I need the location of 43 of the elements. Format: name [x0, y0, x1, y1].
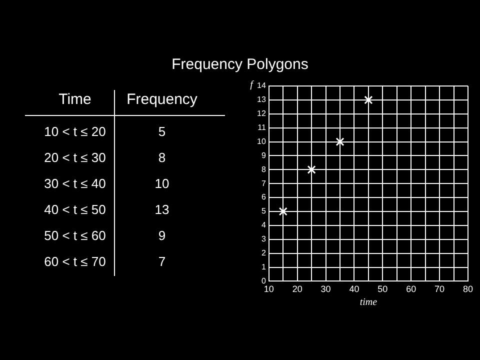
- text: 10: [154, 176, 170, 191]
- y-axis-title: f: [250, 80, 254, 91]
- x-tick-label: 30: [320, 284, 331, 294]
- y-tick-label: 11: [258, 123, 266, 132]
- text: Frequency Polygons: [170, 56, 310, 73]
- y-tick-label: 12: [256, 109, 266, 118]
- text: 8: [158, 150, 166, 165]
- text: 60 < t ≤ 70: [43, 254, 107, 269]
- text: 13: [154, 202, 170, 217]
- y-tick-label: 2: [261, 248, 266, 258]
- x-tick-label: 50: [378, 284, 388, 294]
- text: 30 < t ≤ 40: [43, 176, 107, 191]
- text: 7: [158, 254, 166, 269]
- x-tick-label: 60: [406, 284, 416, 294]
- y-tick-label: 14: [256, 81, 266, 90]
- y-tick-label: 9: [261, 150, 266, 160]
- text: 9: [158, 228, 166, 243]
- x-tick-label: 70: [434, 284, 445, 294]
- point: [364, 96, 373, 104]
- y-tick-label: 7: [261, 178, 266, 188]
- x-tick-label: 80: [462, 284, 473, 294]
- point: [336, 137, 344, 146]
- y-tick-label: 10: [256, 136, 266, 146]
- text: 50 < t ≤ 60: [43, 228, 107, 243]
- y-tick-label: 8: [261, 164, 266, 174]
- text: 10 < t ≤ 20: [43, 124, 107, 139]
- text: 5: [158, 124, 166, 139]
- text: 40 < t ≤ 50: [43, 202, 107, 217]
- x-tick-label: 40: [349, 284, 360, 294]
- y-tick-label: 4: [261, 220, 266, 230]
- text: 20 < t ≤ 30: [43, 150, 107, 165]
- x-axis-title: time: [360, 296, 378, 308]
- point: [278, 207, 288, 216]
- y-tick-label: 3: [261, 234, 266, 244]
- text: Time: [58, 91, 92, 108]
- y-tick-label: 1: [261, 262, 266, 272]
- text: Frequency: [126, 91, 198, 108]
- y-tick-label: 5: [261, 206, 266, 216]
- y-tick-label: 6: [261, 192, 266, 202]
- point: [307, 165, 316, 174]
- x-tick-label: 20: [292, 284, 302, 294]
- y-tick-label: 0: [261, 276, 266, 286]
- y-tick-label: 13: [256, 95, 266, 104]
